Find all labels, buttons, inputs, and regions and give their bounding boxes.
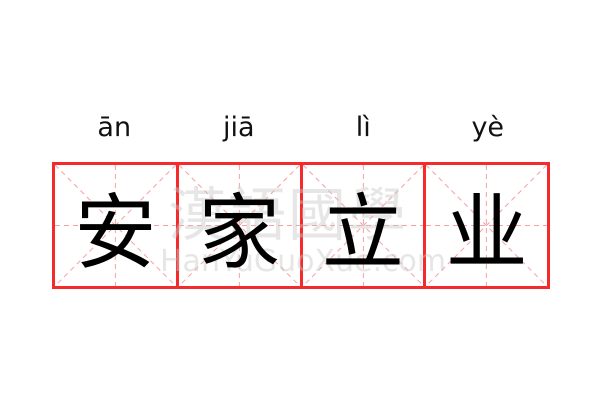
pinyin-2: jiā bbox=[222, 112, 255, 143]
character-4: 业 bbox=[445, 186, 528, 281]
pinyin-4: yè bbox=[471, 112, 505, 143]
guide-lines bbox=[426, 165, 547, 286]
character-grid: 安 家 立 业 bbox=[52, 162, 550, 289]
guide-lines bbox=[303, 165, 424, 286]
character-1: 安 bbox=[74, 186, 157, 281]
pinyin-row: ān jiā lì yè bbox=[52, 108, 550, 148]
grid-cell-3: 立 bbox=[303, 165, 427, 286]
grid-cell-2: 家 bbox=[179, 165, 303, 286]
grid-cell-1: 安 bbox=[55, 165, 179, 286]
guide-lines bbox=[179, 165, 300, 286]
character-3: 立 bbox=[321, 186, 404, 281]
grid-cell-4: 业 bbox=[426, 165, 547, 286]
character-2: 家 bbox=[198, 186, 281, 281]
pinyin-1: ān bbox=[97, 112, 132, 143]
pinyin-3: lì bbox=[355, 112, 371, 143]
guide-lines bbox=[55, 165, 176, 286]
